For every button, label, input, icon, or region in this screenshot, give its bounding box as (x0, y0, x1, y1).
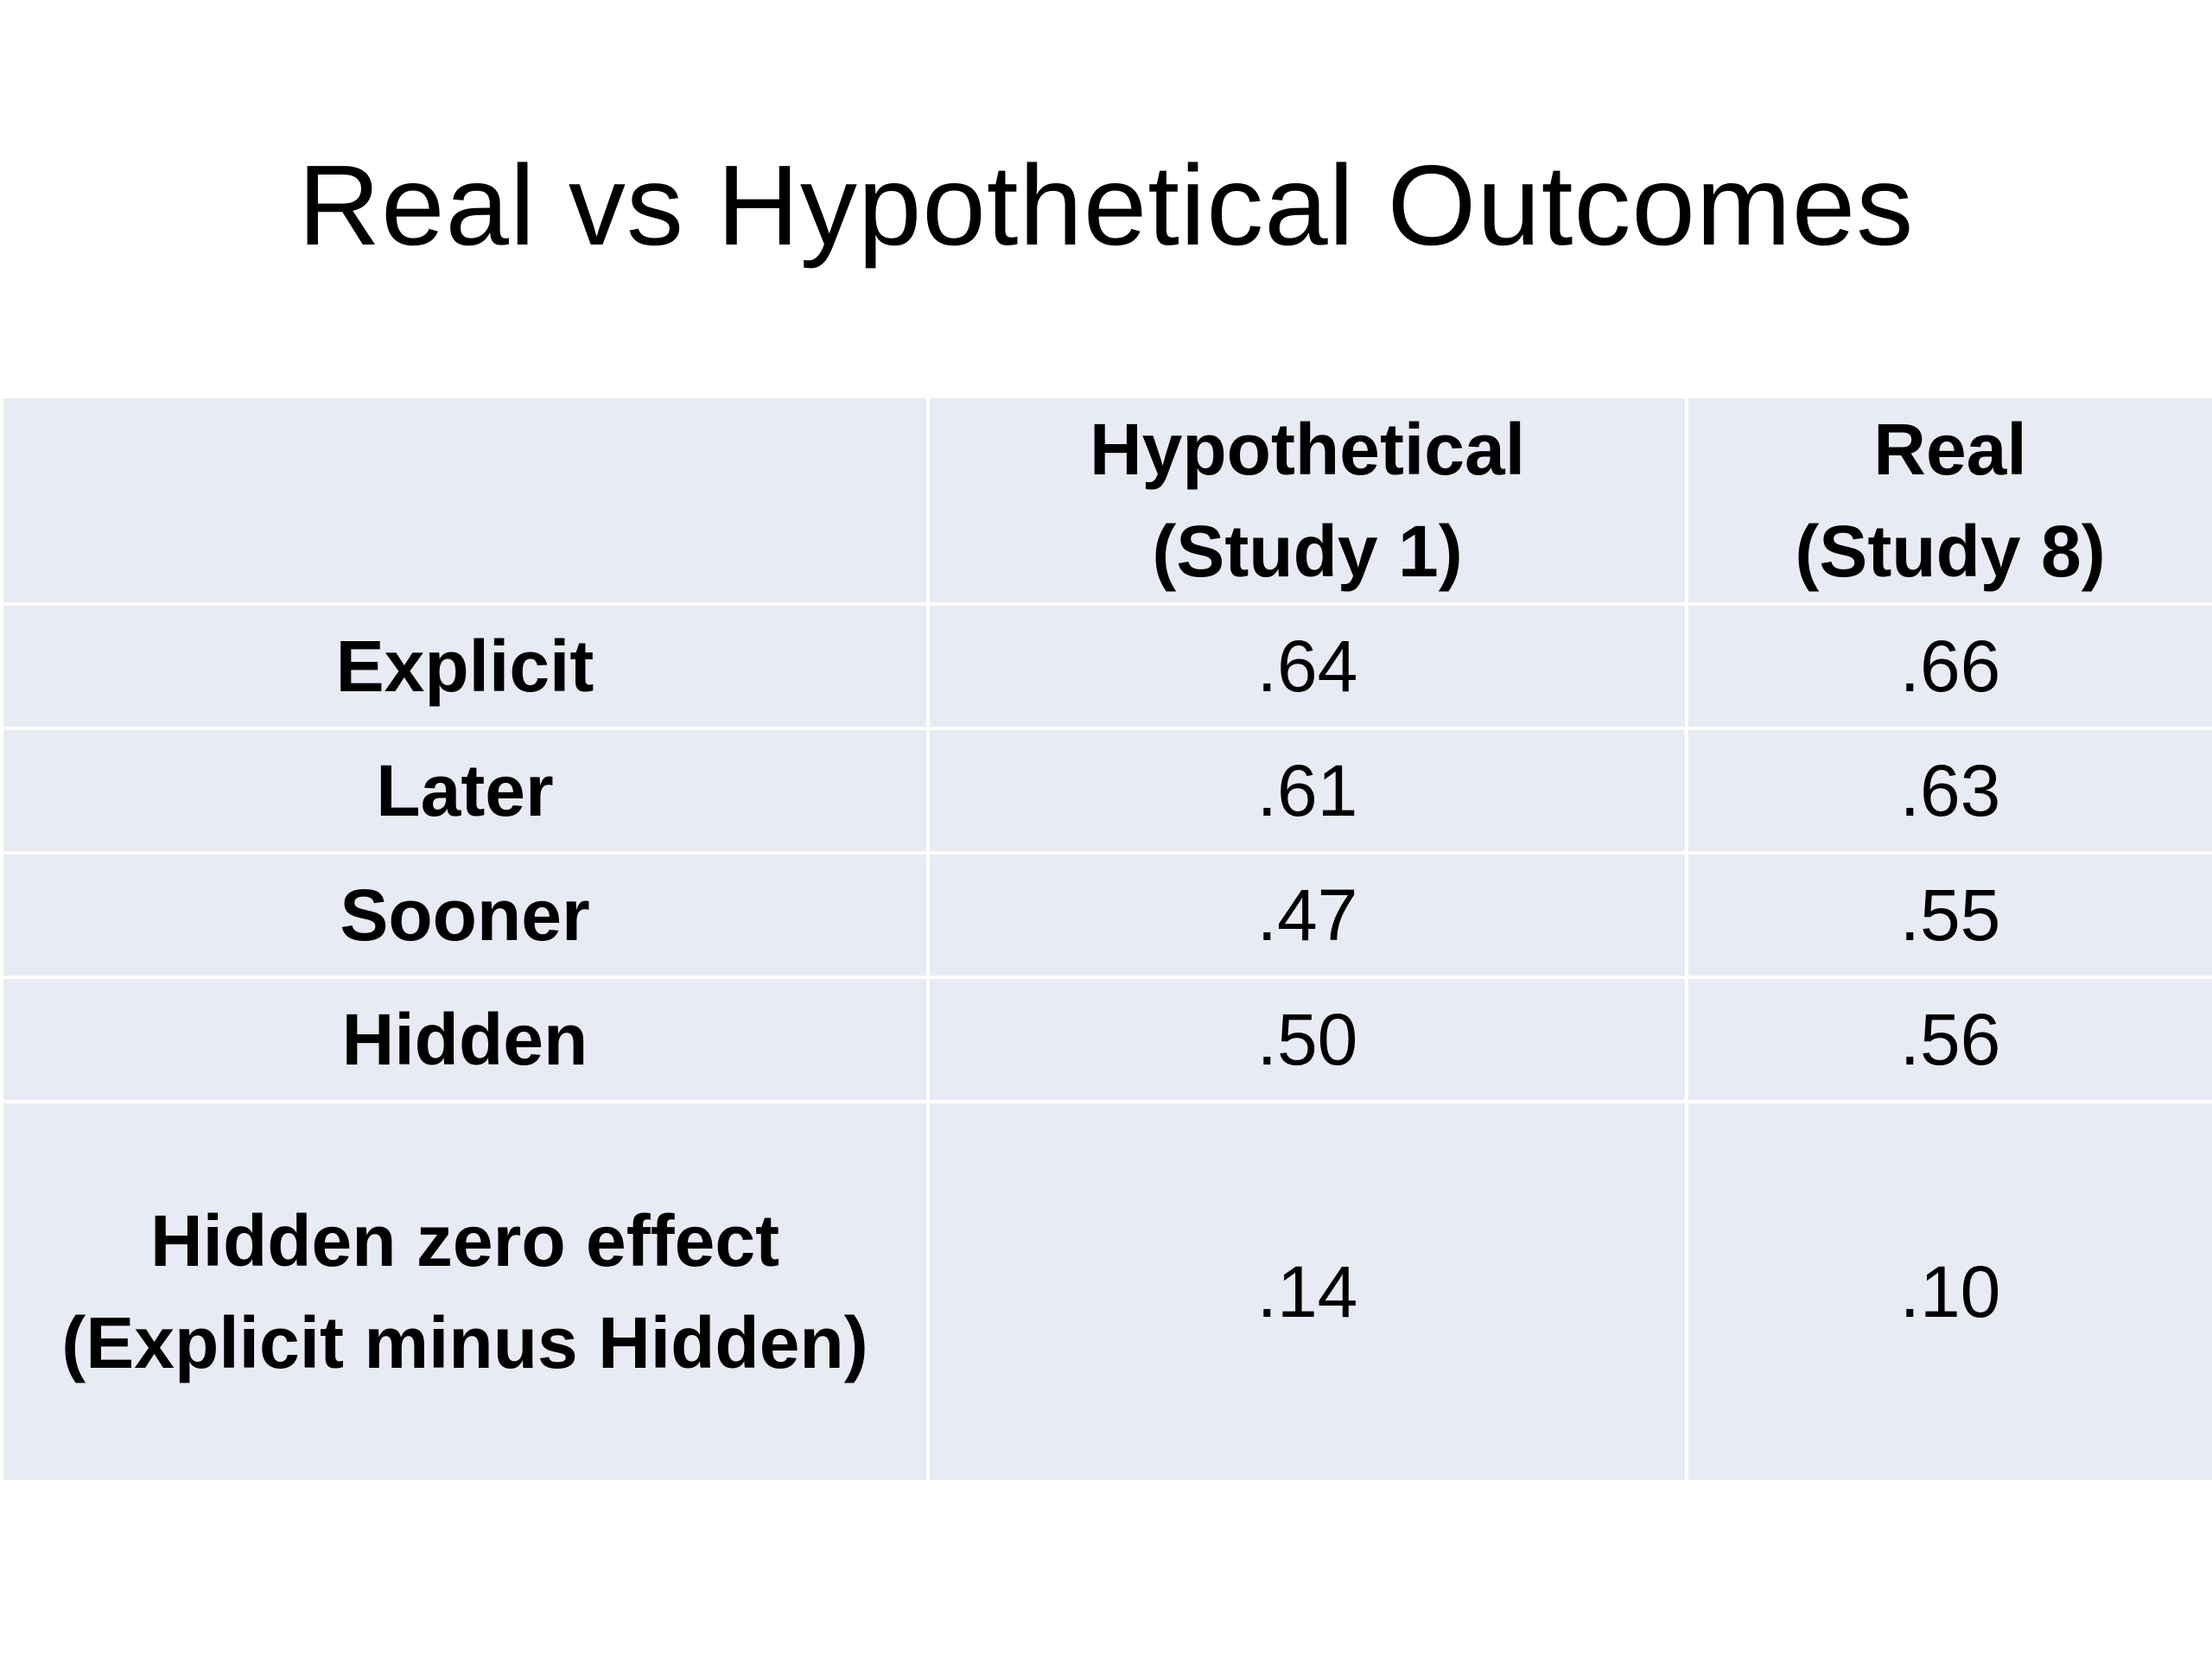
row-label: Hidden (0, 976, 930, 1103)
slide-title: Real vs Hypothetical Outcomes (297, 142, 1915, 269)
header-real-title: Real (1873, 409, 2027, 490)
cell-real: .66 (1685, 602, 2212, 730)
cell-real: .63 (1685, 727, 2212, 855)
cell-real: .10 (1685, 1100, 2212, 1484)
table-row-sooner: Sooner .47 .55 (0, 851, 2212, 979)
row-label: Later (0, 727, 930, 855)
header-hypothetical: Hypothetical (Study 1) (926, 395, 1688, 606)
cell-real: .55 (1685, 851, 2212, 979)
row-label: Sooner (0, 851, 930, 979)
table-row-hidden: Hidden .50 .56 (0, 976, 2212, 1103)
table-row-hidden-zero-effect: Hidden zero effect (Explicit minus Hidde… (0, 1100, 2212, 1484)
header-real-study: (Study 8) (1795, 511, 2106, 592)
row-label: Explicit (0, 602, 930, 730)
cell-hypothetical: .61 (926, 727, 1688, 855)
header-hypothetical-title: Hypothetical (1089, 409, 1526, 490)
header-corner-cell (0, 395, 930, 606)
effect-label-note: (Explicit minus Hidden) (61, 1302, 868, 1383)
effect-label-title: Hidden zero effect (149, 1200, 780, 1281)
cell-hypothetical: .64 (926, 602, 1688, 730)
results-table: Hypothetical (Study 1) Real (Study 8) Ex… (0, 395, 2212, 1484)
table-header-row: Hypothetical (Study 1) Real (Study 8) (0, 395, 2212, 606)
header-real: Real (Study 8) (1685, 395, 2212, 606)
table-row-later: Later .61 .63 (0, 727, 2212, 855)
cell-real: .56 (1685, 976, 2212, 1103)
cell-hypothetical: .47 (926, 851, 1688, 979)
header-hypothetical-study: (Study 1) (1152, 511, 1463, 592)
row-label: Hidden zero effect (Explicit minus Hidde… (0, 1100, 930, 1484)
table-row-explicit: Explicit .64 .66 (0, 602, 2212, 730)
cell-hypothetical: .50 (926, 976, 1688, 1103)
cell-hypothetical: .14 (926, 1100, 1688, 1484)
